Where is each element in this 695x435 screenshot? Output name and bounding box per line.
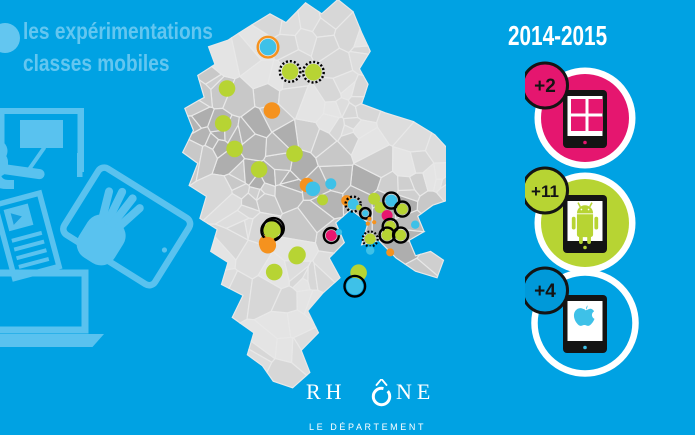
svg-text:NE: NE — [396, 379, 435, 404]
svg-text:+2: +2 — [534, 76, 556, 97]
svg-text:+11: +11 — [531, 182, 559, 201]
svg-text:RH: RH — [306, 379, 347, 404]
svg-text:+4: +4 — [534, 281, 556, 302]
